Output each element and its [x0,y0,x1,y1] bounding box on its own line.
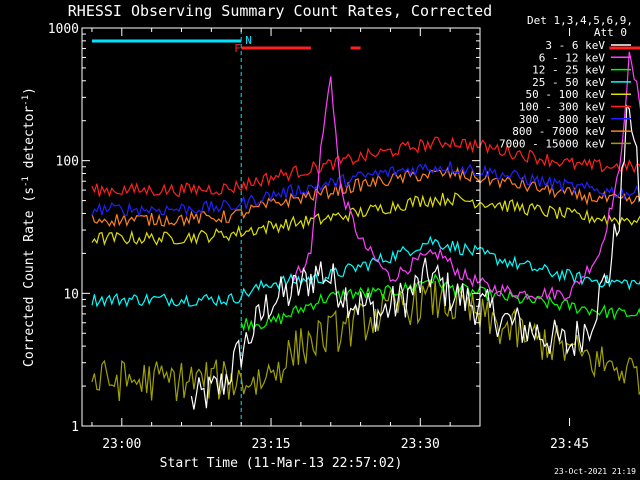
series-line-7 [91,166,640,228]
legend-header-line1: Det 1,3,4,5,6,9, [527,14,633,27]
legend-label-0: 3 - 6 keV [545,39,605,52]
y-ticks: 1000 100 10 1 [48,22,480,435]
y-label-part3: ) [22,87,37,95]
plot-frame [81,27,481,427]
x-tick-label-0: 23:00 [102,437,141,452]
legend-header-line2: Att 0 [594,26,627,39]
y-tick-label-2: 10 [63,287,79,302]
series-line-1 [290,51,640,301]
y-label-part2: detector [22,106,37,177]
series-line-8 [91,279,640,402]
y-tick-label-3: 1 [71,420,79,435]
legend-label-2: 12 - 25 keV [532,64,605,77]
y-label-sup1: -1 [21,176,31,187]
y-tick-label-1: 100 [56,155,79,170]
legend-label-7: 800 - 7000 keV [512,125,605,138]
legend-label-1: 6 - 12 keV [539,51,606,64]
series-line-6 [91,161,640,218]
chart-marks: NF [91,30,640,424]
legend-label-6: 300 - 800 keV [519,113,605,126]
x-tick-label-2: 23:30 [401,437,440,452]
legend-label-5: 100 - 300 keV [519,101,605,114]
chart-title: RHESSI Observing Summary Count Rates, Co… [68,2,492,20]
y-tick-label-0: 1000 [48,22,79,37]
timestamp: 23-Oct-2021 21:19 [554,467,636,476]
series-line-3 [91,235,640,308]
legend-label-3: 25 - 50 keV [532,76,605,89]
flare-label: F [234,42,241,55]
series-line-2 [240,273,640,332]
y-label-sup2: -1 [21,95,31,106]
y-label-part1: Corrected Count Rate (s [22,187,37,367]
legend-label-4: 50 - 100 keV [526,88,606,101]
x-tick-label-3: 23:45 [550,437,589,452]
x-axis-label: Start Time (11-Mar-13 22:57:02) [160,456,403,471]
series-line-0 [190,104,640,410]
x-tick-label-1: 23:15 [251,437,290,452]
legend-label-8: 7000 - 15000 keV [499,137,605,150]
y-axis-label: Corrected Count Rate (s-1 detector-1) [21,87,37,367]
night-label: N [245,34,252,47]
series-line-5 [91,136,640,198]
series-line-4 [91,192,640,246]
